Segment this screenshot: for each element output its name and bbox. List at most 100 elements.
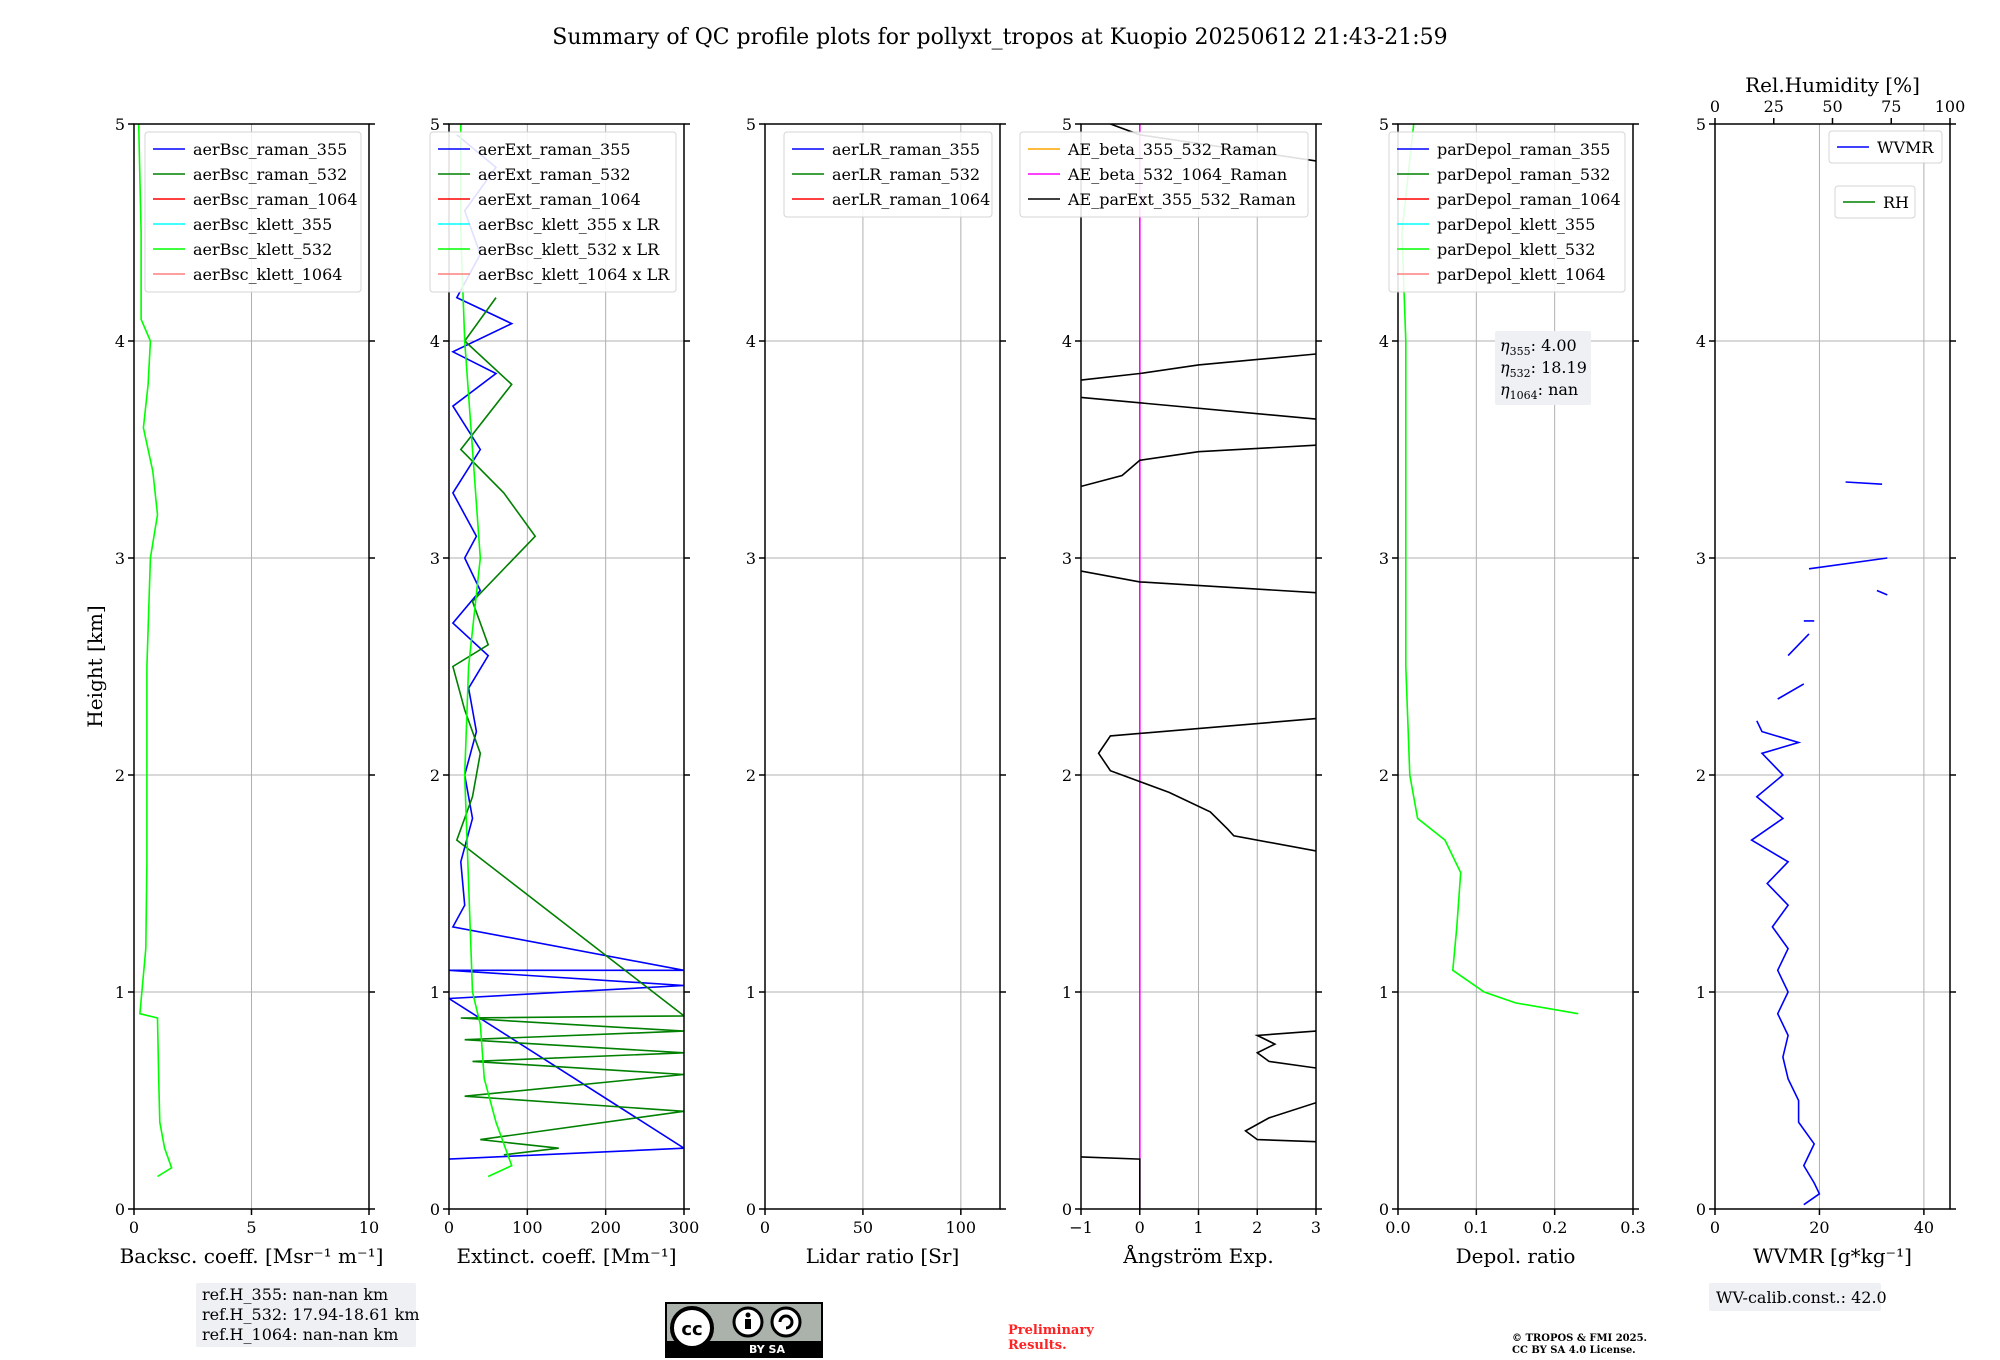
copyright-line-1: © TROPOS & FMI 2025.: [1512, 1333, 1647, 1344]
ref-height-box: ref.H_355: nan-nan km ref.H_532: 17.94-1…: [196, 1283, 420, 1347]
legend-label: parDepol_raman_532: [1437, 165, 1610, 184]
x-tick-label: 300: [669, 1218, 700, 1237]
svg-text:cc: cc: [681, 1319, 702, 1340]
x-tick-label: 0.2: [1542, 1218, 1567, 1237]
series-line-parDepol_klett_532: [1401, 124, 1579, 1015]
legend: parDepol_raman_355 parDepol_raman_532 parD…: [1388, 131, 1626, 293]
y-tick-label: 5: [1696, 115, 1706, 134]
y-tick-label: 0: [1379, 1200, 1389, 1219]
x-tick-label: 0.1: [1464, 1218, 1489, 1237]
x-axis-label: Ångström Exp.: [1122, 1243, 1273, 1268]
y-tick-label: 2: [115, 766, 125, 785]
legend-label: AE_beta_355_532_Raman: [1067, 140, 1277, 159]
legend-label: aerBsc_raman_1064: [193, 190, 358, 209]
y-tick-label: 2: [746, 766, 756, 785]
series-line-aerBsc_klett_532: [137, 124, 173, 1178]
cc-license-badge: cc BY SA: [665, 1302, 823, 1358]
y-tick-label: 4: [430, 332, 440, 351]
y-tick-label: 0: [1696, 1200, 1706, 1219]
legend-label: parDepol_raman_355: [1437, 140, 1610, 159]
legend-label: parDepol_klett_532: [1437, 240, 1595, 259]
y-tick-label: 5: [746, 115, 756, 134]
y-tick-label: 5: [430, 115, 440, 134]
legend-label: parDepol_raman_1064: [1437, 190, 1621, 209]
y-tick-label: 3: [115, 549, 125, 568]
axes-frame: [1714, 123, 1951, 1210]
panel-backscatter: 0 1 2 3 4 5 0 5 10 Backsc. coeff. [Msr⁻¹ m⁻¹] Heig…: [83, 115, 383, 1268]
x-tick-label: 200: [590, 1218, 621, 1237]
y-tick-label: 0: [115, 1200, 125, 1219]
legend-label: aerBsc_klett_355 x LR: [478, 215, 660, 234]
legend-box: [783, 131, 993, 218]
y-tick-label: 2: [430, 766, 440, 785]
ref-h-1064: ref.H_1064: nan-nan km: [202, 1325, 398, 1344]
y-tick-label: 1: [1062, 983, 1072, 1002]
y-tick-label: 0: [1062, 1200, 1072, 1219]
panel-depol: 0 1 2 3 4 5 0.0 0.1 0.2 0.3 Depol. ratio parDepol_r…: [1379, 115, 1646, 1268]
x-tick-label: 10: [359, 1218, 379, 1237]
x-tick-label: 0: [129, 1218, 139, 1237]
legend-box: [429, 131, 677, 293]
x2-tick-label: 25: [1764, 97, 1784, 116]
legend: WVMR RH: [1828, 130, 1943, 219]
x-tick-label: 3: [1311, 1218, 1321, 1237]
x-tick-label: 5: [246, 1218, 256, 1237]
legend-label: aerBsc_klett_1064 x LR: [478, 265, 670, 284]
legend-box: [1388, 131, 1626, 293]
x-axis-label: Backsc. coeff. [Msr⁻¹ m⁻¹]: [120, 1244, 384, 1268]
x-tick-label: 0.3: [1620, 1218, 1645, 1237]
wv-calib-box: WV-calib.const.: 42.0: [1709, 1283, 1887, 1311]
x2-tick-label: 50: [1822, 97, 1842, 116]
x-tick-label: 100: [512, 1218, 543, 1237]
y-axis-label: Height [km]: [83, 605, 107, 727]
ref-h-355: ref.H_355: nan-nan km: [202, 1285, 388, 1304]
copyright-line-2: CC BY SA 4.0 License.: [1512, 1345, 1636, 1356]
x-tick-label: 50: [853, 1218, 873, 1237]
preliminary-line-2: Results.: [1008, 1338, 1067, 1353]
legend-label: aerBsc_klett_532 x LR: [478, 240, 660, 259]
x2-tick-label: 100: [1935, 97, 1966, 116]
legend-label: parDepol_klett_1064: [1437, 265, 1606, 284]
y-tick-label: 4: [746, 332, 756, 351]
legend-label: aerBsc_raman_355: [193, 140, 347, 159]
eta-1064: η1064: nan: [1500, 380, 1578, 402]
legend: aerBsc_raman_355 aerBsc_raman_532 aerBsc_r…: [144, 131, 362, 293]
y-tick-label: 2: [1696, 766, 1706, 785]
legend-label: aerLR_raman_355: [832, 140, 980, 159]
x-tick-label: 0: [444, 1218, 454, 1237]
x-axis-label: Lidar ratio [Sr]: [806, 1244, 960, 1268]
legend-label: aerExt_raman_355: [478, 140, 631, 159]
y-tick-label: 3: [1062, 549, 1072, 568]
legend-label: aerExt_raman_1064: [478, 190, 641, 209]
y-tick-label: 1: [430, 983, 440, 1002]
y-tick-label: 4: [1696, 332, 1706, 351]
eta-532: η532: 18.19: [1500, 358, 1587, 380]
y-tick-label: 5: [115, 115, 125, 134]
y-tick-label: 0: [430, 1200, 440, 1219]
legend-box: [1019, 131, 1309, 218]
x-axis-label: Depol. ratio: [1456, 1244, 1576, 1268]
y-tick-label: 3: [430, 549, 440, 568]
x-tick-label: 2: [1252, 1218, 1262, 1237]
series-line-aerExt_raman_532: [451, 297, 684, 1156]
legend-label: AE_beta_532_1064_Raman: [1067, 165, 1287, 184]
x2-tick-label: 75: [1881, 97, 1901, 116]
x2-tick-label: 0: [1710, 97, 1720, 116]
legend-label: aerLR_raman_1064: [832, 190, 990, 209]
x-axis-label: Extinct. coeff. [Mm⁻¹]: [456, 1244, 676, 1268]
legend-box: [1828, 130, 1943, 164]
legend-label: WVMR: [1877, 138, 1934, 157]
legend-label: aerBsc_klett_355: [193, 215, 332, 234]
legend-label: aerBsc_klett_532: [193, 240, 332, 259]
x-axis-label: WVMR [g*kg⁻¹]: [1753, 1244, 1912, 1268]
ref-h-532: ref.H_532: 17.94-18.61 km: [202, 1305, 420, 1324]
x-tick-label: 40: [1914, 1218, 1934, 1237]
legend-box: [144, 131, 362, 293]
wv-calib-text: WV-calib.const.: 42.0: [1716, 1288, 1887, 1307]
series-line-aerBsc_klett_532 x LR: [460, 124, 513, 1178]
y-tick-label: 3: [1379, 549, 1389, 568]
y-tick-label: 2: [1062, 766, 1072, 785]
